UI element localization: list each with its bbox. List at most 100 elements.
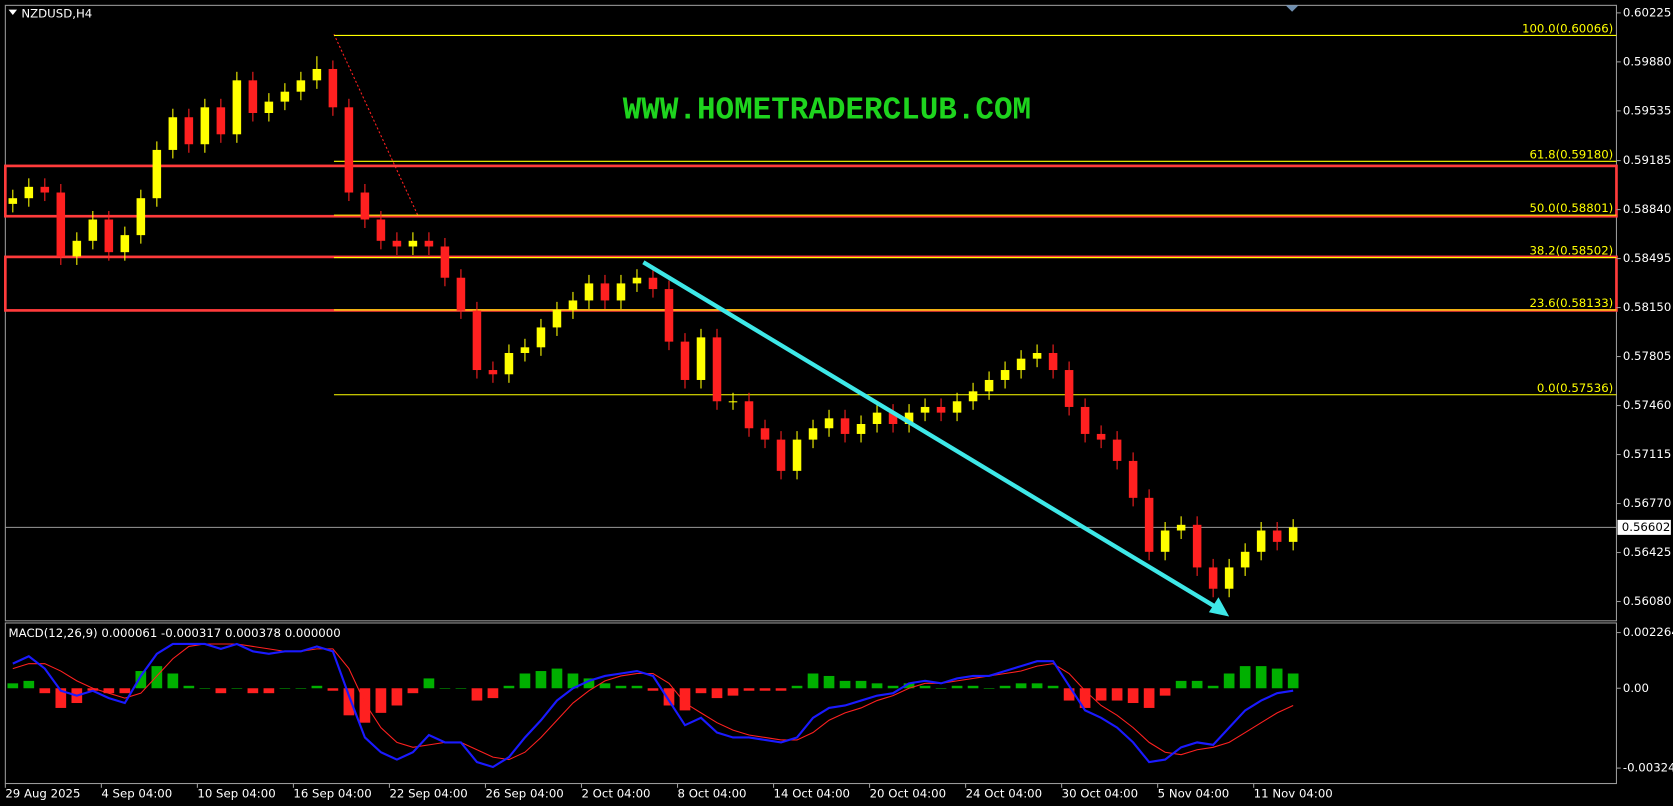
histogram-bar	[1095, 688, 1107, 701]
y-tick-label: 0.57460	[1623, 398, 1672, 412]
candle-body	[472, 310, 482, 371]
histogram-bar	[1191, 680, 1203, 689]
histogram-bar	[1239, 666, 1251, 689]
histogram-bar	[1223, 673, 1235, 689]
candle-body	[952, 401, 962, 413]
candle-body	[312, 68, 322, 81]
candle-body	[1016, 358, 1026, 371]
candle-body	[392, 240, 402, 247]
candle-body	[1256, 530, 1266, 552]
candle-body	[296, 80, 306, 92]
x-tick-label: 14 Oct 04:00	[774, 787, 850, 801]
histogram-bar	[631, 685, 643, 689]
fib-label: 50.0(0.58801)	[1529, 201, 1613, 215]
histogram-bar	[375, 688, 387, 713]
y-tick-label: 0.57805	[1623, 349, 1672, 363]
y-tick-label: -0.003245	[1623, 761, 1673, 775]
trend-arrow	[642, 260, 1219, 610]
y-tick-label: 0.59880	[1623, 54, 1672, 68]
histogram-bar	[1207, 685, 1219, 689]
histogram-bar	[759, 688, 771, 691]
histogram-bar	[119, 688, 131, 694]
candle-body	[888, 412, 898, 424]
plot-area: 0.60225 0.59880 0.59535 0.59185 0.58840 0.584…	[4, 5, 1673, 801]
candle-body	[1192, 524, 1202, 568]
histogram-bar	[471, 688, 483, 701]
y-tick-label: 0.002264	[1623, 625, 1673, 639]
y-tick-label: 0.56770	[1623, 496, 1672, 510]
histogram-bar	[679, 688, 691, 711]
histogram-bar	[551, 668, 563, 689]
candle-body	[824, 418, 834, 429]
y-tick-label: 0.58150	[1623, 300, 1672, 314]
candle-body	[168, 117, 178, 150]
candle-body	[712, 337, 722, 402]
candle-body	[200, 107, 210, 145]
candle-body	[488, 370, 498, 375]
candle-body	[840, 418, 850, 434]
histogram-bar	[311, 685, 323, 689]
trend-arrow-head	[1208, 597, 1230, 617]
histogram-bar	[1159, 688, 1171, 696]
candle-body	[1160, 530, 1170, 552]
candle-body	[456, 277, 466, 311]
x-tick-label: 22 Sep 04:00	[389, 787, 467, 801]
histogram-bar	[855, 680, 867, 689]
histogram-bar	[359, 688, 371, 723]
histogram-bar	[1063, 688, 1075, 701]
chart-title: NZDUSD,H4	[21, 6, 92, 20]
candle-body	[232, 80, 242, 135]
macd-panel-frame	[4, 622, 1617, 785]
candle-body	[24, 186, 34, 199]
candle-body	[696, 337, 706, 380]
candle-body	[72, 240, 82, 257]
candle-body	[936, 406, 946, 413]
histogram-bar	[519, 673, 531, 689]
symbol-menu-icon[interactable]	[8, 9, 18, 15]
x-tick-label: 16 Sep 04:00	[293, 787, 371, 801]
candle-body	[616, 283, 626, 301]
fib-label: 38.2(0.58502)	[1529, 244, 1613, 258]
histogram-bar	[39, 688, 51, 694]
candle-body	[536, 327, 546, 348]
histogram-bar	[647, 688, 659, 691]
histogram-bar	[1015, 683, 1027, 689]
histogram-bar	[1079, 688, 1091, 708]
histogram-bar	[423, 678, 435, 689]
candle-body	[680, 341, 690, 380]
histogram-bar	[7, 683, 19, 689]
fib-label: 61.8(0.59180)	[1529, 147, 1613, 161]
histogram-bar	[791, 685, 803, 689]
histogram-bar	[599, 683, 611, 689]
histogram-bar	[711, 688, 723, 699]
candle-body	[248, 80, 258, 113]
histogram-bar	[615, 685, 627, 689]
histogram-bar	[167, 673, 179, 689]
x-tick-label: 11 Nov 04:00	[1254, 787, 1333, 801]
fib-label: 0.0(0.57536)	[1537, 381, 1613, 395]
resistance-zone	[4, 164, 1618, 218]
x-tick-label: 30 Oct 04:00	[1062, 787, 1138, 801]
histogram-bar	[103, 688, 115, 694]
candle-body	[216, 107, 226, 135]
candle-body	[968, 391, 978, 402]
histogram-bar	[839, 680, 851, 689]
x-tick-label: 2 Oct 04:00	[581, 787, 650, 801]
histogram-bar	[487, 688, 499, 699]
x-tick-label: 26 Sep 04:00	[485, 787, 563, 801]
watermark: WWW.HOMETRADERCLUB.COM	[623, 93, 1031, 128]
histogram-bar	[1143, 688, 1155, 708]
fib-label: 100.0(0.60066)	[1522, 22, 1613, 36]
candle-body	[632, 277, 642, 284]
histogram-bar	[1175, 680, 1187, 689]
histogram-bar	[1031, 683, 1043, 689]
y-tick-label: 0.56080	[1623, 594, 1672, 608]
histogram-bar	[1127, 688, 1139, 704]
histogram-bar	[1047, 685, 1059, 689]
x-tick-label: 4 Sep 04:00	[101, 787, 172, 801]
x-tick-label: 10 Sep 04:00	[197, 787, 275, 801]
histogram-bar	[919, 685, 931, 689]
signal-line	[12, 643, 1294, 761]
histogram-bar	[503, 685, 515, 689]
shift-marker	[1285, 5, 1299, 12]
